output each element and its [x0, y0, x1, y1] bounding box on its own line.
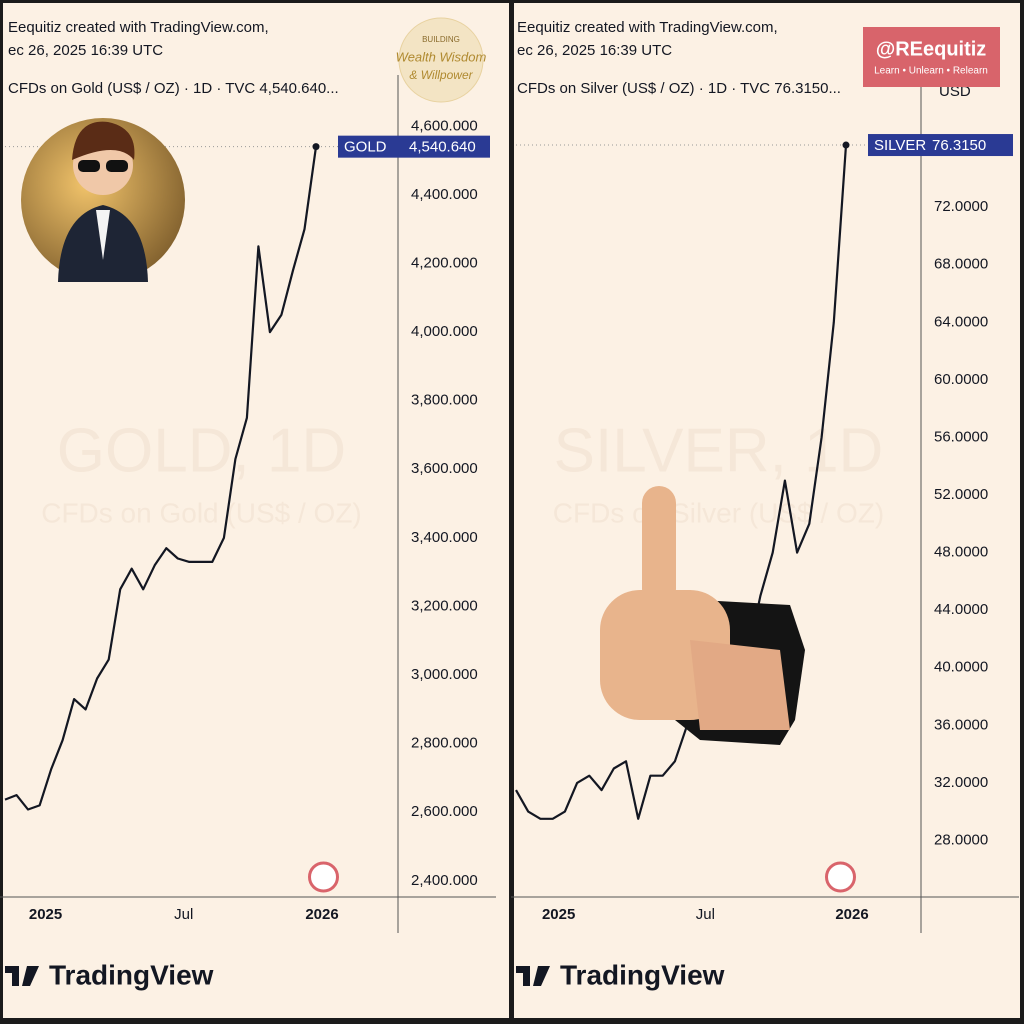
- y-tick-label: 48.0000: [934, 544, 988, 561]
- y-tick-label: 2,800.000: [411, 735, 478, 752]
- watermark-subtitle: CFDs on Gold (US$ / OZ): [41, 497, 362, 528]
- price-badge: [868, 134, 1013, 157]
- header-line: CFDs on Silver (US$ / OZ) · 1D · TVC 76.…: [517, 80, 841, 97]
- avatar: [21, 118, 185, 282]
- y-tick-label: 3,600.000: [411, 460, 478, 477]
- y-tick-label: 56.0000: [934, 428, 988, 445]
- series-name: GOLD: [344, 139, 387, 156]
- x-tick-label: Jul: [174, 906, 193, 923]
- y-tick-label: 40.0000: [934, 659, 988, 676]
- y-tick-label: 72.0000: [934, 198, 988, 215]
- y-tick-label: 3,400.000: [411, 529, 478, 546]
- y-tick-label: 3,200.000: [411, 597, 478, 614]
- watermark-title: GOLD, 1D: [57, 416, 346, 485]
- header-line: Eequitiz created with TradingView.com,: [8, 19, 269, 36]
- y-tick-label: 64.0000: [934, 313, 988, 330]
- price-line: [515, 144, 848, 820]
- y-tick-label: 52.0000: [934, 486, 988, 503]
- logo-text: BUILDING: [422, 35, 460, 44]
- axis-unit: USD: [939, 83, 971, 100]
- y-tick-label: 68.0000: [934, 256, 988, 273]
- y-tick-label: 2,400.000: [411, 872, 478, 889]
- x-tick-label: Jul: [696, 906, 715, 923]
- handle: @REequitiz: [876, 38, 987, 60]
- price-label: 4,540.640: [409, 139, 476, 156]
- thumbs-up: [600, 486, 805, 745]
- watermark-subtitle: CFDs on Silver (US$ / OZ): [553, 497, 884, 528]
- last-point: [842, 141, 850, 149]
- y-tick-label: 4,200.000: [411, 254, 478, 271]
- header-line: ec 26, 2025 16:39 UTC: [517, 42, 672, 59]
- y-tick-label: 3,800.000: [411, 392, 478, 409]
- y-tick-label: 4,000.000: [411, 323, 478, 340]
- price-label: 76.3150: [932, 137, 986, 154]
- header-line: Eequitiz created with TradingView.com,: [517, 19, 778, 36]
- logo-text: & Willpower: [409, 68, 473, 82]
- series-name: SILVER: [874, 137, 926, 154]
- footer-logo: TradingView: [560, 959, 725, 990]
- currency-icon: [825, 861, 856, 893]
- panel-silver: [514, 3, 1020, 1018]
- brand-logo: BUILDING Wealth Wisdom & Willpower: [396, 17, 487, 103]
- handle-badge: @REequitiz Learn • Unlearn • Relearn: [863, 27, 1000, 87]
- tv-logo-mark: [516, 966, 550, 986]
- y-tick-label: 60.0000: [934, 371, 988, 388]
- header-line: ec 26, 2025 16:39 UTC: [8, 42, 163, 59]
- y-tick-label: 36.0000: [934, 716, 988, 733]
- y-tick-label: 28.0000: [934, 831, 988, 848]
- y-tick-label: 4,400.000: [411, 186, 478, 203]
- price-line: [4, 146, 318, 811]
- tv-logo-mark: [5, 966, 39, 986]
- y-tick-label: 3,000.000: [411, 666, 478, 683]
- last-point: [312, 143, 320, 151]
- header-line: CFDs on Gold (US$ / OZ) · 1D · TVC 4,540…: [8, 80, 339, 97]
- y-tick-label: 4,600.000: [411, 117, 478, 134]
- x-tick-label: 2025: [542, 906, 575, 923]
- footer-logo: TradingView: [49, 959, 214, 990]
- y-tick-label: 32.0000: [934, 774, 988, 791]
- x-tick-label: 2026: [835, 906, 868, 923]
- y-tick-label: 2,600.000: [411, 803, 478, 820]
- price-badge: [338, 135, 490, 158]
- logo-text: Wealth Wisdom: [396, 49, 487, 64]
- tagline: Learn • Unlearn • Relearn: [874, 66, 988, 77]
- x-tick-label: 2025: [29, 906, 62, 923]
- x-tick-label: 2026: [305, 906, 338, 923]
- y-tick-label: 44.0000: [934, 601, 988, 618]
- currency-icon: [308, 861, 339, 893]
- watermark-title: SILVER, 1D: [554, 416, 884, 485]
